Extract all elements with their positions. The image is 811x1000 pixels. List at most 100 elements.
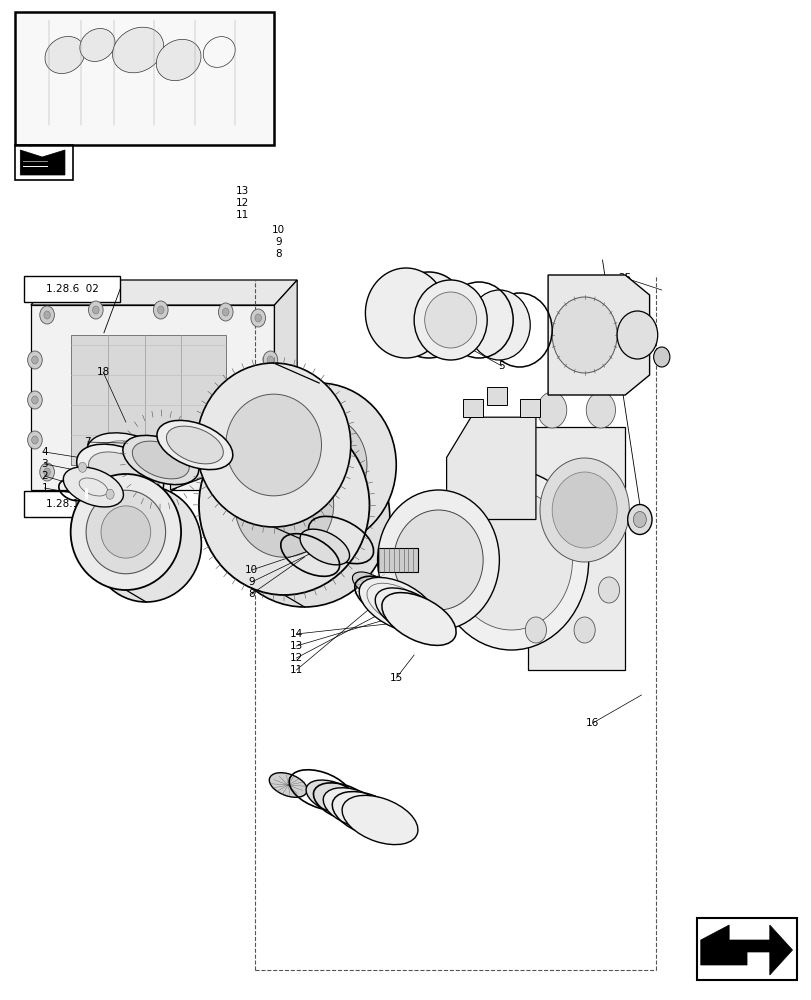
Text: 10: 10	[245, 565, 258, 575]
Bar	[696, 918, 796, 980]
Circle shape	[218, 303, 233, 321]
Text: 7: 7	[84, 437, 91, 447]
Circle shape	[267, 356, 273, 364]
Ellipse shape	[424, 292, 476, 348]
Circle shape	[598, 577, 619, 603]
Text: 5: 5	[84, 461, 91, 471]
Circle shape	[303, 457, 313, 469]
Text: 1.28.6  02: 1.28.6 02	[45, 284, 99, 294]
Text: 25: 25	[618, 273, 631, 283]
Ellipse shape	[434, 470, 588, 650]
Circle shape	[537, 392, 566, 428]
Bar	[24, 276, 120, 302]
Circle shape	[79, 462, 87, 472]
Text: 15: 15	[389, 673, 402, 683]
Circle shape	[255, 464, 261, 472]
Circle shape	[251, 309, 265, 327]
Text: 21: 21	[414, 313, 427, 323]
Ellipse shape	[242, 383, 396, 547]
Ellipse shape	[468, 290, 530, 360]
Text: 3: 3	[41, 459, 48, 469]
Ellipse shape	[393, 510, 483, 610]
Circle shape	[222, 469, 229, 477]
Ellipse shape	[551, 472, 616, 548]
Circle shape	[153, 301, 168, 319]
Circle shape	[40, 463, 54, 481]
Text: 13: 13	[290, 641, 303, 651]
Ellipse shape	[389, 272, 467, 358]
Circle shape	[157, 306, 164, 314]
Ellipse shape	[299, 529, 350, 565]
Bar	[462, 399, 483, 417]
Ellipse shape	[88, 452, 152, 494]
Text: 12: 12	[290, 653, 303, 663]
Circle shape	[88, 301, 103, 319]
Ellipse shape	[616, 311, 657, 359]
Circle shape	[32, 356, 38, 364]
Bar	[15, 12, 274, 145]
Circle shape	[627, 504, 651, 534]
Text: 10: 10	[272, 225, 285, 235]
Ellipse shape	[234, 453, 333, 557]
Circle shape	[32, 396, 38, 404]
Bar	[519, 399, 539, 417]
Ellipse shape	[71, 474, 181, 590]
Circle shape	[106, 489, 114, 499]
Ellipse shape	[414, 280, 487, 360]
Circle shape	[263, 431, 277, 449]
Text: 1: 1	[41, 483, 48, 493]
Circle shape	[28, 391, 42, 409]
Circle shape	[126, 447, 134, 457]
Circle shape	[92, 471, 99, 479]
Circle shape	[157, 471, 164, 479]
Ellipse shape	[87, 433, 181, 495]
Ellipse shape	[199, 415, 369, 595]
Bar	[487, 387, 507, 405]
Polygon shape	[274, 280, 297, 490]
Text: 23: 23	[495, 337, 508, 347]
Ellipse shape	[352, 572, 386, 596]
Ellipse shape	[156, 39, 201, 81]
Text: 24: 24	[495, 349, 508, 359]
Circle shape	[28, 351, 42, 369]
Circle shape	[218, 464, 233, 482]
Text: 16: 16	[586, 718, 599, 728]
Text: 18: 18	[97, 367, 109, 377]
Text: 5: 5	[498, 361, 504, 371]
Text: 19: 19	[318, 440, 331, 450]
Circle shape	[153, 474, 161, 484]
Polygon shape	[547, 275, 649, 395]
Circle shape	[267, 436, 273, 444]
Polygon shape	[170, 434, 217, 490]
Polygon shape	[527, 426, 624, 670]
Polygon shape	[31, 305, 274, 490]
Ellipse shape	[358, 577, 436, 633]
Ellipse shape	[101, 506, 151, 558]
Circle shape	[44, 311, 50, 319]
Ellipse shape	[377, 490, 499, 630]
Ellipse shape	[86, 490, 165, 574]
Ellipse shape	[176, 444, 210, 466]
Circle shape	[633, 511, 646, 527]
Text: 13: 13	[235, 186, 248, 196]
Ellipse shape	[365, 268, 446, 358]
Circle shape	[222, 308, 229, 316]
Polygon shape	[31, 280, 297, 305]
Bar	[24, 491, 120, 517]
Ellipse shape	[341, 795, 418, 845]
Ellipse shape	[166, 426, 223, 464]
Ellipse shape	[157, 420, 233, 470]
Ellipse shape	[225, 394, 321, 496]
Ellipse shape	[381, 593, 456, 645]
Ellipse shape	[450, 490, 572, 630]
Ellipse shape	[271, 414, 367, 516]
Ellipse shape	[99, 441, 169, 487]
Circle shape	[263, 351, 277, 369]
Text: 14: 14	[290, 629, 303, 639]
Polygon shape	[377, 548, 418, 572]
Text: 22: 22	[414, 325, 427, 335]
Text: 20: 20	[414, 301, 427, 311]
Circle shape	[92, 306, 99, 314]
Circle shape	[40, 306, 54, 324]
Circle shape	[573, 617, 594, 643]
